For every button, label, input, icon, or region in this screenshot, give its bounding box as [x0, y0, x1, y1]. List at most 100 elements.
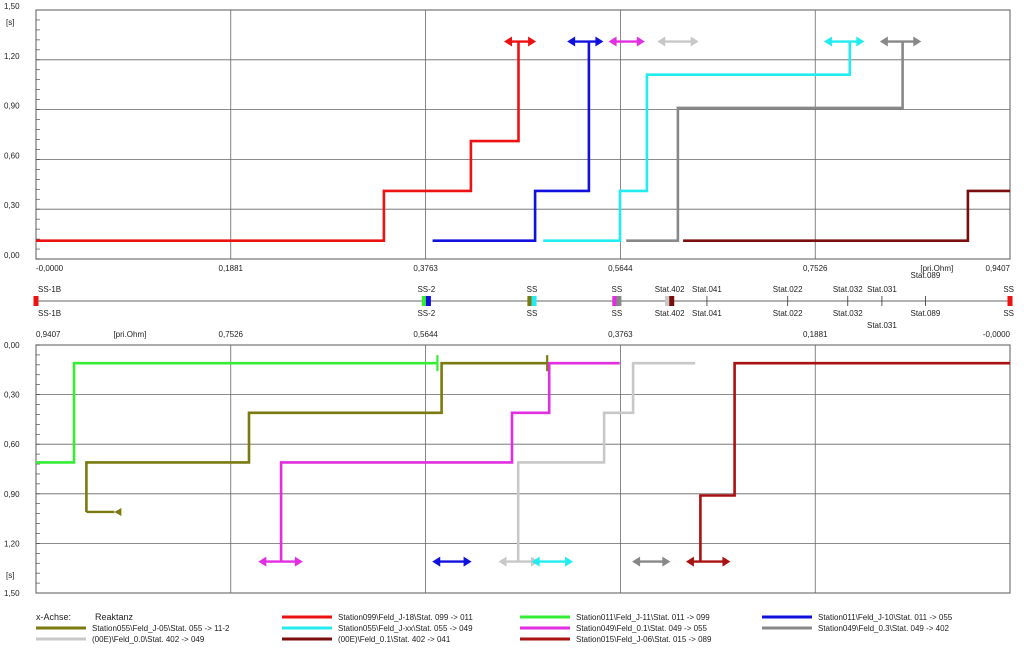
station-label-top: Stat.032: [833, 285, 863, 294]
station-label-top: Stat.041: [692, 285, 722, 294]
legend-entry-label: Station011\Feld_J-11\Stat. 011 -> 099: [576, 613, 710, 622]
station-marker: [421, 296, 427, 306]
lower-x-tick-label: 0,3763: [608, 330, 633, 339]
upper-frame: [35, 9, 1011, 260]
upper-y-tick-label: 1,50: [4, 2, 20, 11]
lower-series-line: [699, 361, 1010, 562]
station-label-top: Stat.089: [911, 271, 941, 280]
upper-series-arrow-head-right: [636, 36, 645, 47]
station-label-bottom: SS: [527, 309, 538, 318]
upper-y-tick-label: 0,60: [4, 151, 20, 160]
lower-x-tick-label: 0,5644: [413, 330, 438, 339]
lower-x-unit-label: [pri.Ohm]: [113, 330, 146, 339]
lower-series-arrow-head-right: [294, 556, 303, 567]
station-marker: [527, 296, 533, 306]
upper-y-tick-label: 0,90: [4, 102, 20, 111]
lower-y-tick-label: 1,20: [4, 539, 20, 548]
lower-series-arrow-head-left: [498, 556, 507, 567]
station-marker: [616, 296, 622, 306]
upper-series-line: [543, 41, 852, 242]
station-marker: [665, 296, 671, 306]
legend-axis-label: x-Achse:: [36, 612, 71, 622]
station-label-bottom: Stat.089: [911, 309, 941, 318]
station-label-bottom: SS: [1003, 309, 1014, 318]
legend-entry-label: Station099\Feld_J-18\Stat. 099 -> 011: [338, 613, 473, 622]
station-label-bottom: SS: [612, 309, 623, 318]
lower-series-arrow-head-right: [565, 556, 574, 567]
legend-entry-label: (00E)\Feld_0.1\Stat. 402 -> 041: [338, 635, 451, 644]
lower-y-tick-label: 0,60: [4, 440, 20, 449]
station-label-top: SS-2: [417, 285, 435, 294]
lower-series-arrow-head-left: [632, 556, 641, 567]
upper-x-tick-label: -0,0000: [36, 264, 64, 273]
station-label-top: Stat.022: [773, 285, 803, 294]
legend-axis-value: Reaktanz: [95, 612, 134, 622]
station-label-bottom: SS-1B: [38, 309, 61, 318]
lower-series-line: [85, 361, 548, 512]
legend-entry-label: (00E)\Feld_0.0\Stat. 402 -> 049: [92, 635, 205, 644]
upper-series-arrow-head-left: [504, 36, 513, 47]
upper-series-line: [683, 189, 1010, 242]
upper-series-arrow-head-left: [879, 36, 888, 47]
legend-entry-label: Station049\Feld_0.3\Stat. 049 -> 402: [818, 624, 950, 633]
station-marker: [612, 296, 618, 306]
upper-series-arrow-head-left: [657, 36, 666, 47]
upper-series-arrow-head-left: [608, 36, 617, 47]
upper-plot: -0,0000 0,1881 0,3763 0,5644 0,7526 0,9407 1,5…: [4, 2, 1011, 273]
lower-x-tick-label: 0,7526: [219, 330, 244, 339]
lower-plot: 0,9407 0,7526 0,5644 0,3763 0,1881 -0,0000 0,0…: [4, 330, 1011, 598]
upper-x-tick-label: 0,7526: [803, 264, 828, 273]
lower-x-tick-label: 0,9407: [36, 330, 61, 339]
upper-x-tick-label: 0,5644: [608, 264, 633, 273]
lower-series-arrow-head-right: [662, 556, 671, 567]
upper-y-tick-label: 0,30: [4, 201, 20, 210]
lower-series-arrow-head-left: [258, 556, 267, 567]
lower-y-tick-label: 0,90: [4, 490, 20, 499]
upper-y-tick-label: 0,00: [4, 251, 20, 260]
upper-series-arrow-head-right: [913, 36, 922, 47]
upper-series-arrow-head-right: [690, 36, 699, 47]
lower-series-arrow-head-right: [463, 556, 472, 567]
lower-series-arrow-head-right: [722, 556, 731, 567]
lower-series-line: [516, 361, 696, 562]
station-label-bottom: SS-2: [417, 309, 435, 318]
upper-unit-label: [s]: [6, 18, 14, 27]
upper-x-tick-label: 0,9407: [986, 264, 1011, 273]
legend-entry-label: Station055\Feld_J-05\Stat. 055 -> 11-2: [92, 624, 230, 633]
lower-x-tick-label: -0,0000: [983, 330, 1011, 339]
station-label-top: SS-1B: [38, 285, 61, 294]
lower-y-tick-label: 1,50: [4, 589, 20, 598]
station-marker: [425, 296, 431, 306]
upper-series-arrow-head-right: [528, 36, 537, 47]
legend-entry-label: Station015\Feld_J-06\Stat. 015 -> 089: [576, 635, 712, 644]
upper-x-unit-label: [pri.Ohm]: [920, 264, 953, 273]
station-marker: [669, 296, 675, 306]
upper-series-arrow-head-right: [856, 36, 865, 47]
lower-y-tick-label: 0,30: [4, 391, 20, 400]
upper-series-line: [432, 41, 591, 242]
lower-x-tick-label: 0,1881: [803, 330, 828, 339]
station-label-top: Stat.031: [867, 285, 897, 294]
legend-entry-label: Station049\Feld_0.1\Stat. 049 -> 055: [576, 624, 708, 633]
station-label-top: SS: [1003, 285, 1014, 294]
upper-x-tick-label: 0,3763: [413, 264, 438, 273]
station-bar: SS-1B SS-2 SS SS Stat.402 Stat.041 Stat.022 Sta…: [33, 271, 1014, 330]
upper-y-tick-label: 1,20: [4, 52, 20, 61]
lower-series-arrow-head-left: [685, 556, 694, 567]
legend-entry-label: Station011\Feld_J-10\Stat. 011 -> 055: [818, 613, 953, 622]
station-label-bottom: Stat.402: [655, 309, 685, 318]
station-label-top: SS: [612, 285, 623, 294]
lower-series-arrow-head-left: [531, 556, 540, 567]
station-label-bottom: Stat.031: [867, 321, 897, 330]
lower-frame: [35, 344, 1011, 594]
station-label-bottom: Stat.022: [773, 309, 803, 318]
upper-series-arrow-head-left: [823, 36, 832, 47]
lower-unit-label: [s]: [6, 571, 14, 580]
station-label-bottom: Stat.032: [833, 309, 863, 318]
legend-entry-label: Station055\Feld_J-xx\Stat. 055 -> 049: [338, 624, 473, 633]
legend: x-Achse: Reaktanz Station099\Feld_J-18\S…: [36, 612, 953, 644]
station-label-bottom: Stat.041: [692, 309, 722, 318]
station-marker: [531, 296, 537, 306]
lower-y-tick-label: 0,00: [4, 341, 20, 350]
